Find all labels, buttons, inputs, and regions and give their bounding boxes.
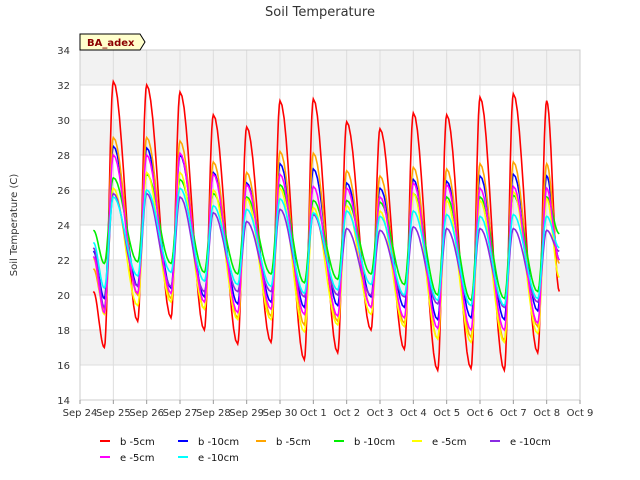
legend-entry: b -10cm [354,437,395,448]
x-tick-label: Sep 28 [196,408,231,419]
y-tick-label: 20 [57,291,70,302]
y-tick-label: 28 [57,151,70,162]
chart-title: Soil Temperature [265,5,375,20]
y-tick-label: 30 [57,116,70,127]
series-line [92,186,560,307]
x-tick-label: Sep 25 [96,408,131,419]
background-band [80,225,580,260]
y-tick-label: 34 [57,46,70,57]
y-tick-label: 16 [57,361,70,372]
x-tick-label: Oct 1 [300,408,327,419]
x-tick-label: Oct 8 [533,408,560,419]
x-tick-label: Sep 24 [63,408,98,419]
background-band [80,120,580,155]
x-tick-label: Oct 5 [433,408,460,419]
x-tick-label: Sep 26 [129,408,164,419]
y-tick-label: 14 [57,396,70,407]
y-tick-label: 22 [57,256,70,267]
background-band [80,190,580,225]
x-tick-label: Oct 7 [500,408,527,419]
series-lines [92,78,561,374]
legend-entry: e -10cm [198,453,239,464]
legend-entry: b -10cm [198,437,239,448]
x-tick-label: Oct 4 [400,408,427,419]
site-label-background [79,33,146,51]
x-tick-label: Sep 27 [163,408,198,419]
background-band [80,365,580,400]
plot-frame [79,49,581,401]
series-line [92,170,560,344]
legend-entry: b -5cm [276,437,311,448]
x-tick-label: Oct 2 [333,408,360,419]
background-band [80,85,580,120]
x-tick-label: Sep 29 [229,408,264,419]
background-band [80,155,580,190]
x-tick-label: Sep 30 [263,408,298,419]
series-line [92,78,561,374]
background-band [80,330,580,365]
x-tick-label: Oct 9 [567,408,594,419]
site-label-box: BA_adex [79,33,146,51]
x-tick-label: Oct 6 [467,408,494,419]
legend-entry: b -5cm [120,437,155,448]
y-tick-label: 26 [57,186,70,197]
x-tick-label: Oct 3 [367,408,394,419]
series-line [92,173,560,302]
background-band [80,50,580,85]
y-tick-label: 18 [57,326,70,337]
legend: b -5cm b -10cm b -5cm b -10cm e -5cm e -10cm e… [100,437,551,464]
site-label-text: BA_adex [87,38,135,49]
y-tick-label: 24 [57,221,70,232]
y-axis-label: Soil Temperature (C) [9,174,20,277]
legend-entry: e -5cm [432,437,467,448]
y-tick-label: 32 [57,81,70,92]
legend-entry: e -5cm [120,453,155,464]
legend-entry: e -10cm [510,437,551,448]
y-axis-ticks: 14 16 18 20 22 24 26 28 30 32 34 [57,46,70,407]
